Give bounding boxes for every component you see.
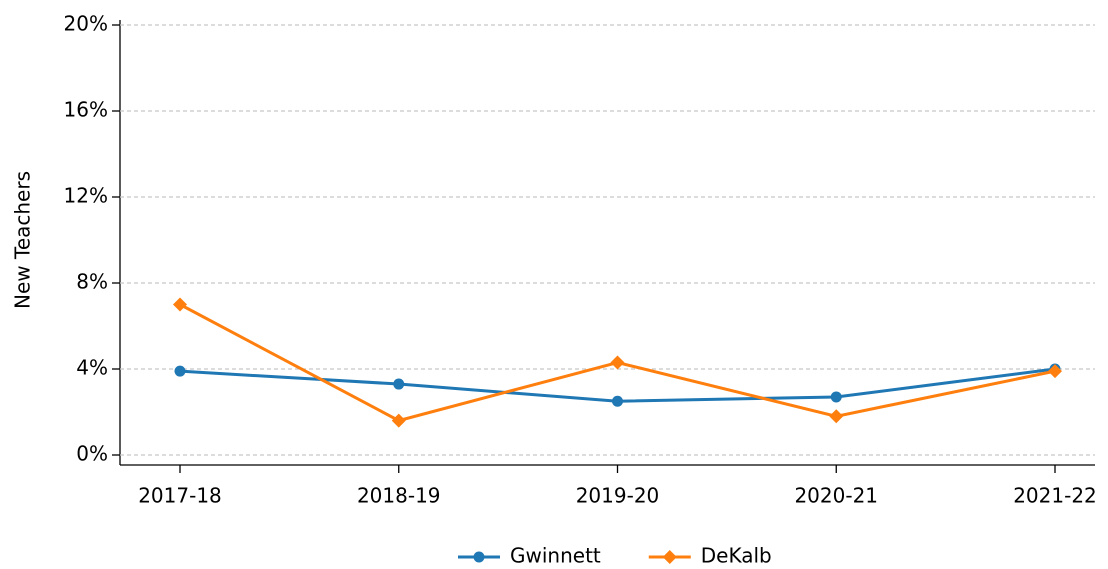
y-axis-label: New Teachers — [11, 171, 35, 309]
marker — [1048, 364, 1062, 379]
marker — [830, 391, 842, 403]
y-tick-label: 0% — [76, 442, 108, 466]
marker — [662, 550, 677, 564]
marker — [829, 409, 844, 424]
y-tick-label: 16% — [64, 98, 108, 122]
legend-label: DeKalb — [701, 544, 772, 568]
marker — [173, 297, 187, 312]
y-tick-label: 12% — [64, 184, 108, 208]
y-tick-label: 8% — [76, 270, 108, 294]
x-tick-label: 2017-18 — [138, 484, 222, 508]
y-tick-label: 20% — [64, 12, 108, 36]
marker — [473, 551, 485, 563]
x-tick-label: 2020-21 — [794, 484, 878, 508]
y-tick-label: 4% — [76, 356, 108, 380]
x-tick-label: 2021-22 — [1013, 484, 1097, 508]
marker — [612, 395, 623, 407]
marker — [391, 413, 406, 428]
marker — [174, 365, 186, 377]
x-tick-label: 2018-19 — [357, 484, 441, 508]
marker — [610, 355, 625, 370]
legend-label: Gwinnett — [510, 544, 601, 568]
x-tick-label: 2019-20 — [576, 484, 660, 508]
marker — [393, 378, 405, 390]
